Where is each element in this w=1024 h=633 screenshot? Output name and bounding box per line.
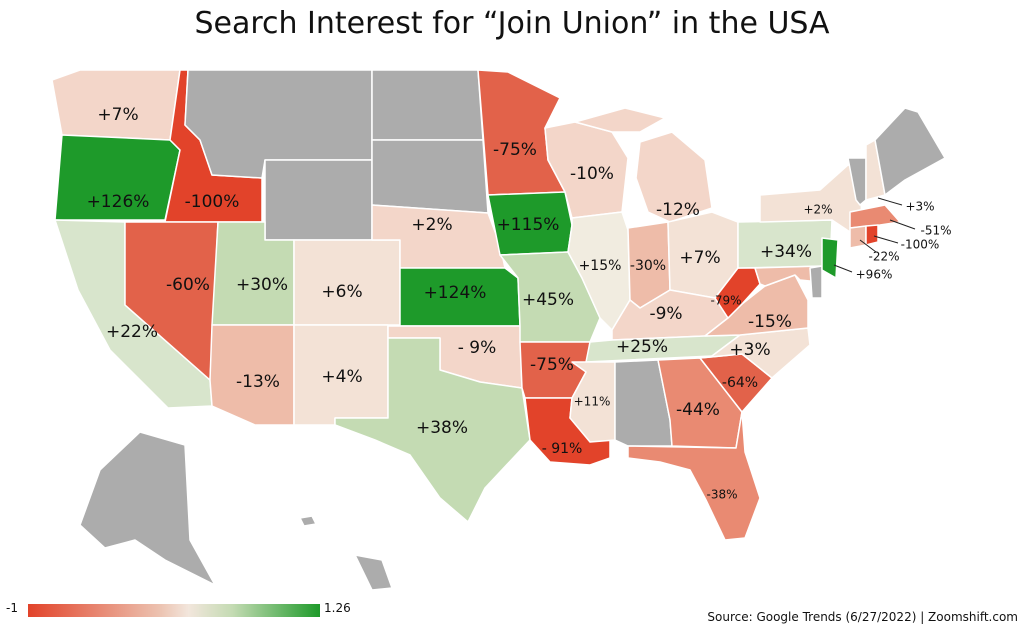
us-choropleth-map: +7% +126% -100% +22% -60% +30% +6% -13% … xyxy=(51,69,952,591)
legend-max: 1.26 xyxy=(324,601,351,615)
label-wv: -79% xyxy=(710,294,741,308)
state-me xyxy=(874,107,946,196)
label-nc: +3% xyxy=(729,340,770,360)
leader-ri xyxy=(873,235,899,244)
label-ok: - 9% xyxy=(458,338,497,358)
state-hi xyxy=(354,554,393,591)
leader-nh xyxy=(877,197,903,206)
label-nm: +4% xyxy=(321,367,362,387)
label-ct: -22% xyxy=(868,250,899,264)
label-ga: -44% xyxy=(676,400,720,420)
state-ma xyxy=(849,204,901,229)
state-ri xyxy=(865,224,879,246)
label-ut: +30% xyxy=(236,275,288,295)
label-mi: -12% xyxy=(656,200,700,220)
label-ri: -100% xyxy=(901,238,940,252)
leader-ma xyxy=(889,219,916,230)
state-nj xyxy=(821,237,839,279)
label-va: -15% xyxy=(748,312,792,332)
label-ks: +124% xyxy=(424,283,487,303)
state-sd xyxy=(371,139,489,214)
color-legend: -1 1.26 xyxy=(6,601,356,625)
label-ms: +11% xyxy=(574,395,611,409)
state-fl xyxy=(627,411,761,541)
state-mi-up xyxy=(574,107,666,133)
label-nh: +3% xyxy=(905,200,934,214)
label-la: - 91% xyxy=(542,441,583,457)
legend-gradient-bar xyxy=(28,604,320,617)
label-mo: +45% xyxy=(522,290,574,310)
label-pa: +34% xyxy=(760,242,812,262)
label-co: +6% xyxy=(321,282,362,302)
label-or: +126% xyxy=(87,192,150,212)
state-il xyxy=(567,211,631,331)
state-mi xyxy=(635,131,713,223)
label-ny: +2% xyxy=(803,203,832,217)
label-fl: -38% xyxy=(706,488,737,502)
state-nd xyxy=(371,69,484,141)
label-wi: -10% xyxy=(570,164,614,184)
state-hi-small xyxy=(299,515,317,527)
state-tx xyxy=(334,337,531,523)
state-ct xyxy=(849,225,867,249)
label-in: -30% xyxy=(630,258,666,274)
state-wy xyxy=(264,159,373,241)
leader-nj xyxy=(833,264,853,273)
state-vt xyxy=(847,157,867,206)
leader-ct xyxy=(859,239,877,253)
label-id: -100% xyxy=(185,192,240,212)
label-ia: +115% xyxy=(497,215,560,235)
state-ak xyxy=(79,431,216,586)
label-ca: +22% xyxy=(106,322,158,342)
label-mn: -75% xyxy=(493,140,537,160)
source-caption: Source: Google Trends (6/27/2022) | Zoom… xyxy=(707,610,1018,624)
label-wa: +7% xyxy=(97,105,138,125)
label-ar: -75% xyxy=(530,355,574,375)
label-ky: -9% xyxy=(649,304,682,324)
legend-min: -1 xyxy=(6,601,18,615)
state-de xyxy=(809,265,823,299)
label-oh: +7% xyxy=(679,248,720,268)
label-nj: +96% xyxy=(856,268,893,282)
label-ma: -51% xyxy=(920,224,951,238)
label-az: -13% xyxy=(236,372,280,392)
label-tx: +38% xyxy=(416,418,468,438)
label-tn: +25% xyxy=(616,337,668,357)
label-sc: -64% xyxy=(722,375,758,391)
map-title: Search Interest for “Join Union” in the … xyxy=(194,6,830,41)
label-ne: +2% xyxy=(411,215,452,235)
label-il: +15% xyxy=(579,258,622,274)
label-nv: -60% xyxy=(166,275,210,295)
